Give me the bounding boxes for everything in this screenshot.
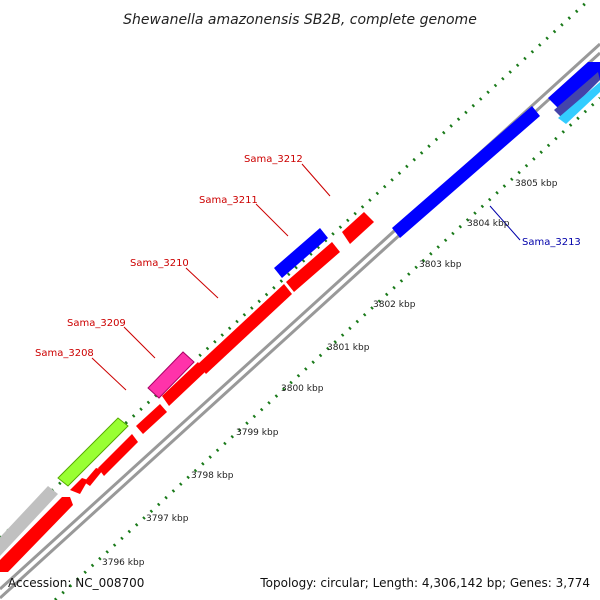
label-sama-3209[interactable]: Sama_3209 — [67, 318, 126, 329]
leader-sama-3212 — [301, 163, 331, 197]
tick-label: 3801 kbp — [327, 343, 370, 353]
tick-label: 3799 kbp — [236, 428, 279, 438]
gene-feature-red-3[interactable] — [84, 468, 103, 486]
tick-label: 3797 kbp — [146, 514, 189, 524]
leader-sama-3208 — [91, 357, 127, 391]
gene-feature-red-2[interactable] — [70, 478, 88, 494]
tick-label: 3804 kbp — [467, 219, 510, 229]
label-sama-3211[interactable]: Sama_3211 — [199, 195, 258, 206]
inner-dotted-ring — [53, 96, 600, 600]
label-sama-3210[interactable]: Sama_3210 — [130, 258, 189, 269]
gene-feature-sama-3208[interactable] — [162, 362, 205, 406]
gene-feature-dark-blue[interactable] — [554, 72, 600, 118]
tick-label: 3800 kbp — [281, 384, 324, 394]
gene-feature-red-4[interactable] — [98, 434, 138, 476]
gene-feature-sama-3212[interactable] — [342, 212, 374, 244]
gene-feature-sama-3213[interactable] — [392, 106, 540, 238]
label-sama-3212[interactable]: Sama_3212 — [244, 154, 303, 165]
leader-sama-3210 — [185, 267, 219, 299]
leader-sama-3213 — [489, 205, 521, 241]
gene-feature-red-5[interactable] — [136, 404, 167, 434]
gene-feature-green[interactable] — [57, 417, 129, 487]
gene-feature-blue-2[interactable] — [548, 62, 600, 108]
accession-text: Accession: NC_008700 — [8, 576, 144, 590]
leader-sama-3209 — [123, 326, 156, 359]
map-title: Shewanella amazonensis SB2B, complete ge… — [123, 12, 477, 28]
tick-label: 3803 kbp — [419, 260, 462, 270]
genome-summary-text: Topology: circular; Length: 4,306,142 bp… — [259, 576, 590, 590]
gene-feature-blue-1[interactable] — [274, 228, 328, 278]
gene-feature-sama-3209[interactable] — [147, 351, 195, 399]
gene-feature-sama-3211[interactable] — [286, 242, 340, 292]
leader-sama-3211 — [255, 203, 289, 237]
tick-label: 3796 kbp — [102, 558, 145, 568]
gene-feature-sama-3210[interactable] — [198, 284, 292, 374]
tick-label: 3805 kbp — [515, 179, 558, 189]
gene-feature-light-blue[interactable] — [558, 82, 600, 124]
gene-feature-gray[interactable] — [0, 486, 58, 556]
tick-label: 3798 kbp — [191, 471, 234, 481]
gene-feature-red-1[interactable] — [0, 497, 73, 572]
label-sama-3213[interactable]: Sama_3213 — [522, 237, 581, 248]
tick-label: 3802 kbp — [373, 300, 416, 310]
label-sama-3208[interactable]: Sama_3208 — [35, 348, 94, 359]
